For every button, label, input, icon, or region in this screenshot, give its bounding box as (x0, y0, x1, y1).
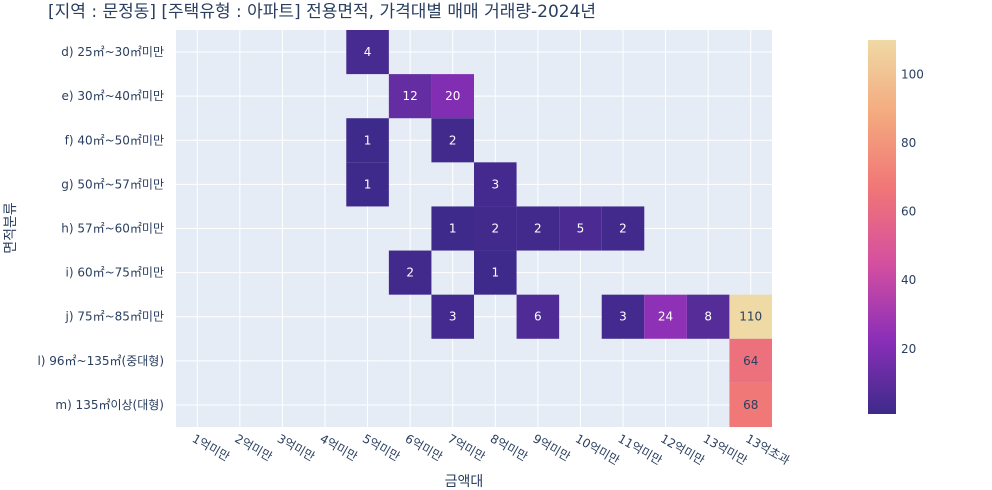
heatmap-cell (431, 294, 474, 339)
cell-value-label: 2 (534, 222, 542, 236)
y-tick-label: h) 57㎡~60㎡미만 (61, 222, 164, 236)
y-axis-title: 면적분류 (3, 202, 19, 254)
heatmap-cell (388, 250, 432, 295)
heatmap-cell (474, 162, 517, 207)
y-tick-label: e) 30㎡~40㎡미만 (61, 89, 164, 103)
y-tick-label: g) 50㎡~57㎡미만 (61, 177, 164, 191)
heatmap-cell (346, 162, 389, 207)
x-tick-label: 4억미만 (318, 431, 360, 464)
heatmap-cell (516, 206, 560, 251)
heatmap-cell (431, 206, 474, 251)
cell-value-label: 1 (449, 222, 457, 236)
cell-value-label: 2 (619, 222, 627, 236)
heatmap-cell (346, 118, 389, 163)
cell-value-label: 24 (658, 310, 673, 324)
heatmap-cell (686, 294, 730, 339)
x-tick-label: 9억미만 (530, 431, 572, 464)
x-tick-label: 10억미만 (573, 431, 622, 467)
x-tick-label: 5억미만 (360, 431, 402, 464)
chart-title: [지역 : 문정동] [주택유형 : 아파트] 전용면적, 가격대별 매매 거래… (48, 2, 596, 22)
x-tick-label: 13억미만 (701, 431, 750, 467)
x-tick-label: 2억미만 (232, 431, 274, 464)
cell-value-label: 68 (743, 398, 758, 412)
cell-value-label: 4 (364, 45, 372, 59)
x-tick-label: 12억미만 (658, 431, 707, 467)
x-tick-label: 1억미만 (190, 431, 232, 464)
x-tick-label: 3억미만 (275, 431, 317, 464)
x-tick-label: 8억미만 (488, 431, 530, 464)
cell-value-label: 64 (743, 354, 758, 368)
x-axis-tick-labels: 1억미만 2억미만 3억미만 4억미만 5억미만 6억미만 7억미만 8억미만 9억미만 10억미… (190, 431, 792, 467)
cell-value-label: 12 (403, 89, 418, 103)
cell-value-label: 6 (534, 310, 542, 324)
cell-value-label: 20 (445, 89, 460, 103)
colorbar-tick-label: 20 (901, 342, 916, 356)
cell-value-label: 2 (449, 133, 457, 147)
colorbar-tick-label: 80 (901, 136, 916, 150)
heatmap-cell (346, 30, 389, 75)
cell-value-label: 1 (491, 266, 499, 280)
cell-value-label: 110 (739, 310, 762, 324)
heatmap-cell (601, 294, 645, 339)
heatmap-cell (474, 250, 517, 295)
y-tick-label: j) 75㎡~85㎡미만 (64, 310, 164, 324)
y-tick-label: i) 60㎡~75㎡미만 (65, 266, 164, 280)
y-tick-label: f) 40㎡~50㎡미만 (65, 133, 164, 147)
cell-value-label: 3 (619, 310, 627, 324)
cell-value-label: 2 (491, 222, 499, 236)
cell-value-label: 5 (577, 222, 585, 236)
x-tick-label: 6억미만 (403, 431, 445, 464)
heatmap-cell (474, 206, 517, 251)
y-axis-tick-labels: d) 25㎡~30㎡미만 e) 30㎡~40㎡미만 f) 40㎡~50㎡미만 g) 5… (37, 45, 164, 412)
heatmap-cell (431, 118, 474, 163)
x-tick-label: 7억미만 (445, 431, 487, 464)
heatmap-cell (559, 206, 602, 251)
heatmap-cell (516, 294, 560, 339)
x-axis-title: 금액대 (445, 474, 484, 490)
heatmap-cell (729, 382, 772, 427)
colorbar-tick-label: 40 (901, 273, 916, 287)
y-tick-label: l) 96㎡~135㎡(중대형) (37, 354, 164, 368)
colorbar-tick-labels: 20 40 60 80 100 (901, 67, 924, 355)
colorbar-tick-label: 60 (901, 205, 916, 219)
y-tick-label: m) 135㎡이상(대형) (55, 398, 164, 412)
colorbar (868, 40, 896, 414)
cell-value-label: 1 (364, 133, 372, 147)
x-tick-label: 11억미만 (616, 431, 665, 467)
heatmap-cell (601, 206, 645, 251)
cell-value-label: 3 (449, 310, 457, 324)
cell-value-label: 3 (491, 177, 499, 191)
y-tick-label: d) 25㎡~30㎡미만 (61, 45, 164, 59)
colorbar-tick-label: 100 (901, 67, 924, 81)
heatmap-cell (729, 294, 772, 339)
heatmap-cell (644, 294, 687, 339)
heatmap-cell (388, 74, 432, 119)
heatmap-cell (431, 74, 474, 119)
heatmap-cell (729, 338, 772, 383)
cell-value-label: 1 (364, 177, 372, 191)
x-tick-label: 13억초과 (743, 431, 792, 467)
cell-value-label: 8 (704, 310, 712, 324)
cell-value-label: 2 (406, 266, 414, 280)
